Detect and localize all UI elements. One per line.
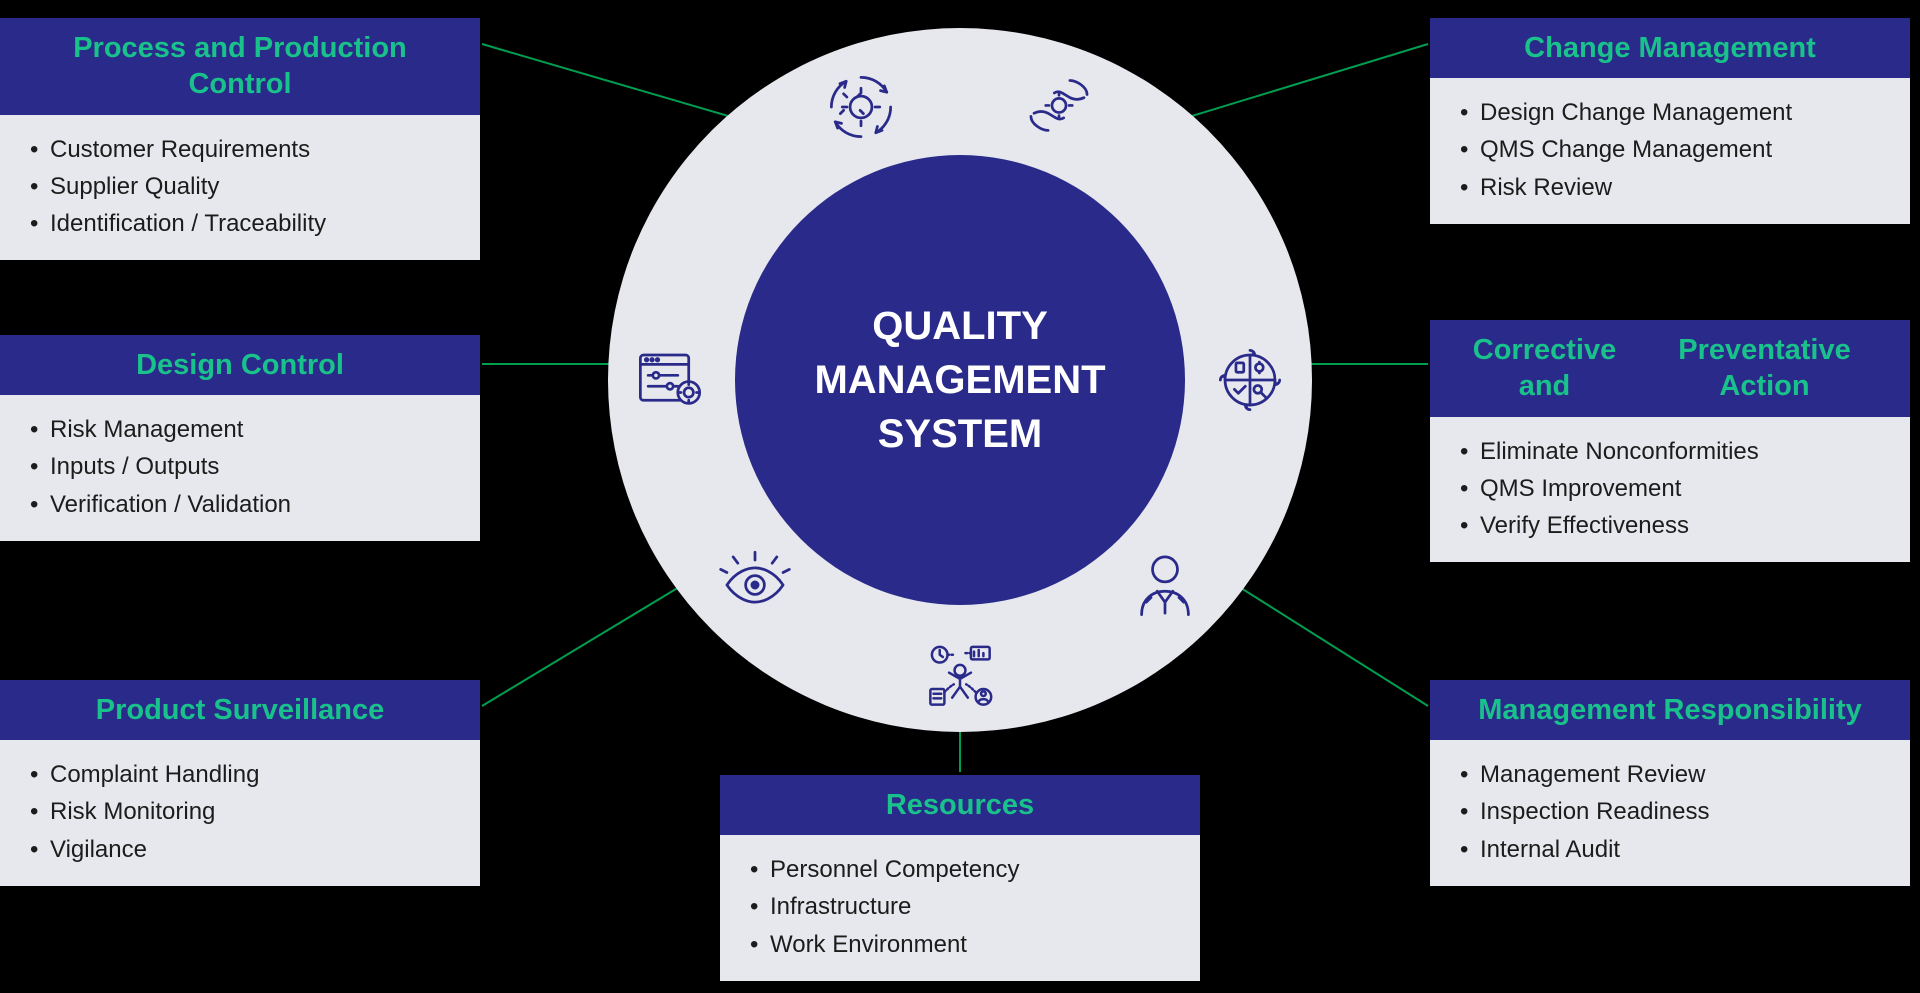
box-design-control: Design ControlRisk ManagementInputs / Ou… <box>0 335 480 541</box>
box-body: Management ReviewInspection ReadinessInt… <box>1430 740 1910 886</box>
box-header: Design Control <box>0 335 480 395</box>
person-icon <box>1123 543 1207 627</box>
hub-title-line: SYSTEM <box>814 407 1105 461</box>
box-change-management: Change ManagementDesign Change Managemen… <box>1430 18 1910 224</box>
box-header: Corrective andPreventative Action <box>1430 320 1910 417</box>
box-header: Management Responsibility <box>1430 680 1910 740</box>
box-header: Resources <box>720 775 1200 835</box>
box-header: Process and Production Control <box>0 18 480 115</box>
box-body: Personnel CompetencyInfrastructureWork E… <box>720 835 1200 981</box>
box-item: Management Review <box>1454 756 1886 793</box>
box-header: Change Management <box>1430 18 1910 78</box>
box-management-responsibility: Management ResponsibilityManagement Revi… <box>1430 680 1910 886</box>
box-item: Work Environment <box>744 926 1176 963</box>
pdca-cycle-icon <box>1208 338 1292 422</box>
box-item: QMS Improvement <box>1454 470 1886 507</box>
box-body: Customer RequirementsSupplier QualityIde… <box>0 115 480 261</box>
box-item: Infrastructure <box>744 888 1176 925</box>
box-item: Verify Effectiveness <box>1454 507 1886 544</box>
hub-title-line: MANAGEMENT <box>814 353 1105 407</box>
box-item: Inputs / Outputs <box>24 448 456 485</box>
box-item: Supplier Quality <box>24 168 456 205</box>
box-capa: Corrective andPreventative ActionElimina… <box>1430 320 1910 562</box>
box-header: Product Surveillance <box>0 680 480 740</box>
resources-icon <box>918 633 1002 717</box>
box-product-surveillance: Product SurveillanceComplaint HandlingRi… <box>0 680 480 886</box>
box-item: Verification / Validation <box>24 486 456 523</box>
box-process-production: Process and Production ControlCustomer R… <box>0 18 480 260</box>
eye-icon <box>713 543 797 627</box>
box-body: Eliminate NonconformitiesQMS Improvement… <box>1430 417 1910 563</box>
box-item: Risk Review <box>1454 169 1886 206</box>
box-body: Design Change ManagementQMS Change Manag… <box>1430 78 1910 224</box>
box-item: Personnel Competency <box>744 851 1176 888</box>
box-item: Customer Requirements <box>24 131 456 168</box>
box-item: Vigilance <box>24 831 456 868</box>
box-item: Design Change Management <box>1454 94 1886 131</box>
control-panel-icon <box>628 338 712 422</box>
box-item: Complaint Handling <box>24 756 456 793</box>
box-resources: ResourcesPersonnel CompetencyInfrastruct… <box>720 775 1200 981</box>
box-body: Risk ManagementInputs / OutputsVerificat… <box>0 395 480 541</box>
hub-core: QUALITYMANAGEMENTSYSTEM <box>735 155 1185 605</box>
box-item: Internal Audit <box>1454 831 1886 868</box>
box-item: Inspection Readiness <box>1454 793 1886 830</box>
box-item: Eliminate Nonconformities <box>1454 433 1886 470</box>
box-body: Complaint HandlingRisk MonitoringVigilan… <box>0 740 480 886</box>
gear-cycle-icon <box>819 65 903 149</box>
box-item: QMS Change Management <box>1454 131 1886 168</box>
box-item: Risk Monitoring <box>24 793 456 830</box>
box-item: Identification / Traceability <box>24 205 456 242</box>
box-item: Risk Management <box>24 411 456 448</box>
hands-care-icon <box>1017 65 1101 149</box>
hub-title-line: QUALITY <box>814 299 1105 353</box>
